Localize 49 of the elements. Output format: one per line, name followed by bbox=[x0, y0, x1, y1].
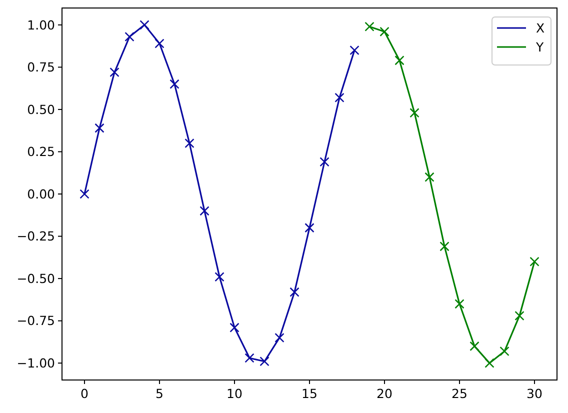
y-tick-label: −0.75 bbox=[16, 313, 55, 328]
point bbox=[200, 206, 210, 216]
point bbox=[410, 108, 420, 118]
y-tick-label: 0.75 bbox=[27, 60, 55, 75]
point bbox=[350, 45, 360, 56]
point bbox=[94, 123, 104, 133]
y-tick-label: 0.50 bbox=[27, 102, 56, 117]
point bbox=[454, 299, 464, 309]
point bbox=[380, 26, 390, 37]
point bbox=[110, 67, 120, 78]
point bbox=[440, 242, 450, 252]
point bbox=[290, 287, 300, 297]
point bbox=[320, 157, 330, 167]
x-tick-label: 15 bbox=[302, 386, 318, 401]
x-tick-label: 25 bbox=[452, 386, 468, 401]
point bbox=[170, 79, 180, 89]
point bbox=[304, 222, 314, 233]
point bbox=[470, 341, 480, 352]
point bbox=[184, 138, 194, 148]
point bbox=[514, 310, 524, 321]
point bbox=[394, 56, 404, 66]
legend-label: X bbox=[536, 20, 545, 36]
point bbox=[124, 32, 134, 42]
point bbox=[230, 322, 240, 332]
x-tick-label: 30 bbox=[526, 386, 542, 401]
y-tick-label: 1.00 bbox=[27, 17, 56, 32]
legend-label: Y bbox=[535, 39, 544, 54]
point bbox=[500, 346, 510, 356]
y-tick-label: −0.25 bbox=[16, 228, 55, 244]
point bbox=[154, 38, 164, 48]
point bbox=[244, 353, 254, 363]
y-tick-label: 0.00 bbox=[27, 186, 56, 202]
point bbox=[364, 22, 374, 32]
x-tick-label: 5 bbox=[156, 386, 164, 401]
y-tick-label: −0.50 bbox=[16, 270, 56, 286]
x-tick-label: 10 bbox=[226, 386, 242, 401]
point bbox=[274, 332, 284, 343]
point bbox=[334, 92, 344, 102]
point bbox=[424, 172, 434, 182]
point bbox=[260, 356, 270, 366]
x-tick-label: 20 bbox=[376, 386, 392, 401]
point bbox=[214, 272, 224, 282]
y-tick-label: 0.25 bbox=[27, 144, 55, 160]
point bbox=[140, 20, 150, 30]
x-tick-label: 0 bbox=[80, 386, 89, 401]
y-tick-label: −1.00 bbox=[16, 355, 56, 370]
point bbox=[484, 358, 494, 368]
point bbox=[80, 189, 90, 199]
point bbox=[530, 256, 540, 266]
